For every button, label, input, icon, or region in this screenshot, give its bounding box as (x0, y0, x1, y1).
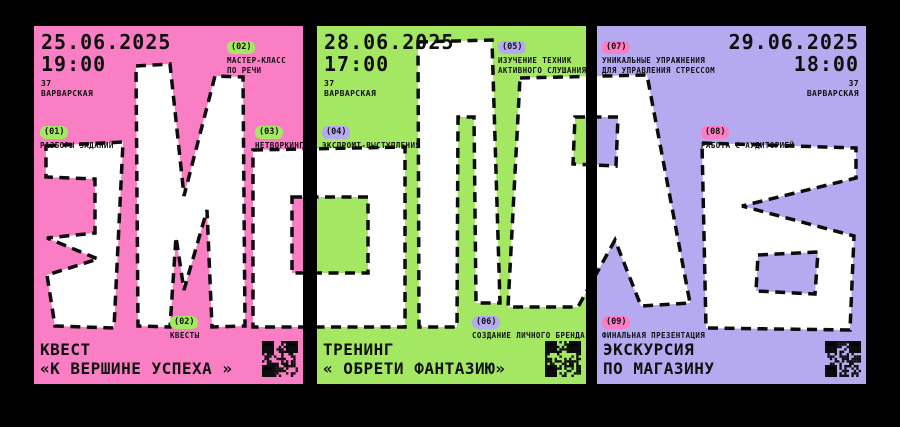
event-date: 29.06.2025 (728, 30, 859, 54)
tag-06: (06) СОЗДАНИЕ ЛИЧНОГО БРЕНДА (472, 309, 585, 341)
event-address: 37 ВАРВАРСКАЯ (324, 79, 376, 98)
tag-badge: (01) (40, 126, 69, 139)
event-date: 28.06.2025 (324, 30, 455, 54)
event-title: ТРЕНИНГ « ОБРЕТИ ФАНТАЗИЮ» (323, 340, 506, 378)
panel-gap (586, 0, 597, 427)
address-street: ВАРВАРСКАЯ (324, 88, 377, 98)
event-title-line2: «К ВЕРШИНЕ УСПЕХА » (40, 358, 233, 378)
tag-05: (05) ИЗУЧЕНИЕ ТЕХНИК АКТИВНОГО СЛУШАНИЯ (498, 34, 586, 75)
address-number: 37 (324, 79, 335, 88)
event-address: 37 ВАРВАРСКАЯ (41, 79, 93, 98)
tag-label: ДЛЯ УПРАВЛЕНИЯ СТРЕССОМ (602, 65, 716, 75)
poster-panel-quest: 25.06.2025 19:00 37 ВАРВАРСКАЯ (01) РАЗБ… (34, 26, 304, 384)
poster-panel-training: 28.06.2025 17:00 37 ВАРВАРСКАЯ (04) ЭКСП… (317, 26, 586, 384)
event-title-line1: ТРЕНИНГ (323, 340, 394, 359)
qr-code (545, 341, 581, 377)
tag-02-top: (02) МАСТЕР-КЛАСС ПО РЕЧИ (227, 34, 286, 75)
tag-label: РАБОТА С АУДИТОРИЕЙ (701, 141, 795, 150)
tag-08: (08) РАБОТА С АУДИТОРИЕЙ (701, 119, 794, 151)
event-title-line1: КВЕСТ (40, 340, 91, 359)
tag-09: (09) ФИНАЛЬНАЯ ПРЕЗЕНТАЦИЯ (602, 309, 705, 341)
event-title: ЭКСКУРСИЯ ПО МАГАЗИНУ (603, 340, 715, 378)
tag-label: СОЗДАНИЕ ЛИЧНОГО БРЕНДА (472, 331, 586, 340)
tag-label: ИЗУЧЕНИЕ ТЕХНИК (498, 56, 572, 65)
address-street: ВАРВАРСКАЯ (806, 88, 859, 98)
tag-badge: (05) (498, 41, 527, 54)
address-street: ВАРВАРСКАЯ (41, 88, 94, 98)
tag-label: РАЗБОРЫ ЗАДАНИЙ (40, 141, 114, 150)
address-number: 37 (848, 79, 859, 88)
event-title-line1: ЭКСКУРСИЯ (603, 340, 695, 359)
tag-07: (07) УНИКАЛЬНЫЕ УПРАЖНЕНИЯ ДЛЯ УПРАВЛЕНИ… (602, 34, 715, 75)
event-title: КВЕСТ «К ВЕРШИНЕ УСПЕХА » (40, 340, 233, 378)
tag-badge: (09) (602, 316, 631, 329)
tag-label: ПО РЕЧИ (227, 65, 262, 75)
tag-04: (04) ЭКСПРОМТ-ВЫСТУПЛЕНИЯ (322, 119, 420, 151)
tag-label: ФИНАЛЬНАЯ ПРЕЗЕНТАЦИЯ (602, 331, 706, 340)
tag-03: (03) НЕТВОРКИНГ (255, 119, 304, 151)
qr-code (262, 341, 298, 377)
tag-label: КВЕСТЫ (170, 331, 200, 340)
event-title-line2: ПО МАГАЗИНУ (603, 358, 715, 378)
tag-badge: (03) (255, 126, 284, 139)
event-title-line2: « ОБРЕТИ ФАНТАЗИЮ» (323, 358, 506, 378)
tag-badge: (06) (472, 316, 501, 329)
tag-badge: (02) (170, 316, 199, 329)
tag-badge: (04) (322, 126, 351, 139)
address-number: 37 (41, 79, 52, 88)
tag-label: ЭКСПРОМТ-ВЫСТУПЛЕНИЯ (322, 141, 421, 150)
tag-label: АКТИВНОГО СЛУШАНИЯ (498, 65, 587, 75)
tag-label: НЕТВОРКИНГ (255, 141, 305, 150)
qr-code (825, 341, 861, 377)
tag-label: УНИКАЛЬНЫЕ УПРАЖНЕНИЯ (602, 56, 706, 65)
event-time: 19:00 (41, 52, 107, 76)
event-time: 17:00 (324, 52, 390, 76)
panel-gap (303, 0, 317, 427)
event-time: 18:00 (793, 52, 859, 76)
tag-badge: (07) (602, 41, 631, 54)
poster-panel-excursion: (07) УНИКАЛЬНЫЕ УПРАЖНЕНИЯ ДЛЯ УПРАВЛЕНИ… (597, 26, 866, 384)
tag-02-bottom: (02) КВЕСТЫ (170, 309, 200, 341)
tag-label: МАСТЕР-КЛАСС (227, 56, 286, 65)
event-date: 25.06.2025 (41, 30, 172, 54)
tag-badge: (08) (701, 126, 730, 139)
tag-01: (01) РАЗБОРЫ ЗАДАНИЙ (40, 119, 114, 151)
event-address: 37 ВАРВАРСКАЯ (807, 79, 859, 98)
tag-badge: (02) (227, 41, 256, 54)
